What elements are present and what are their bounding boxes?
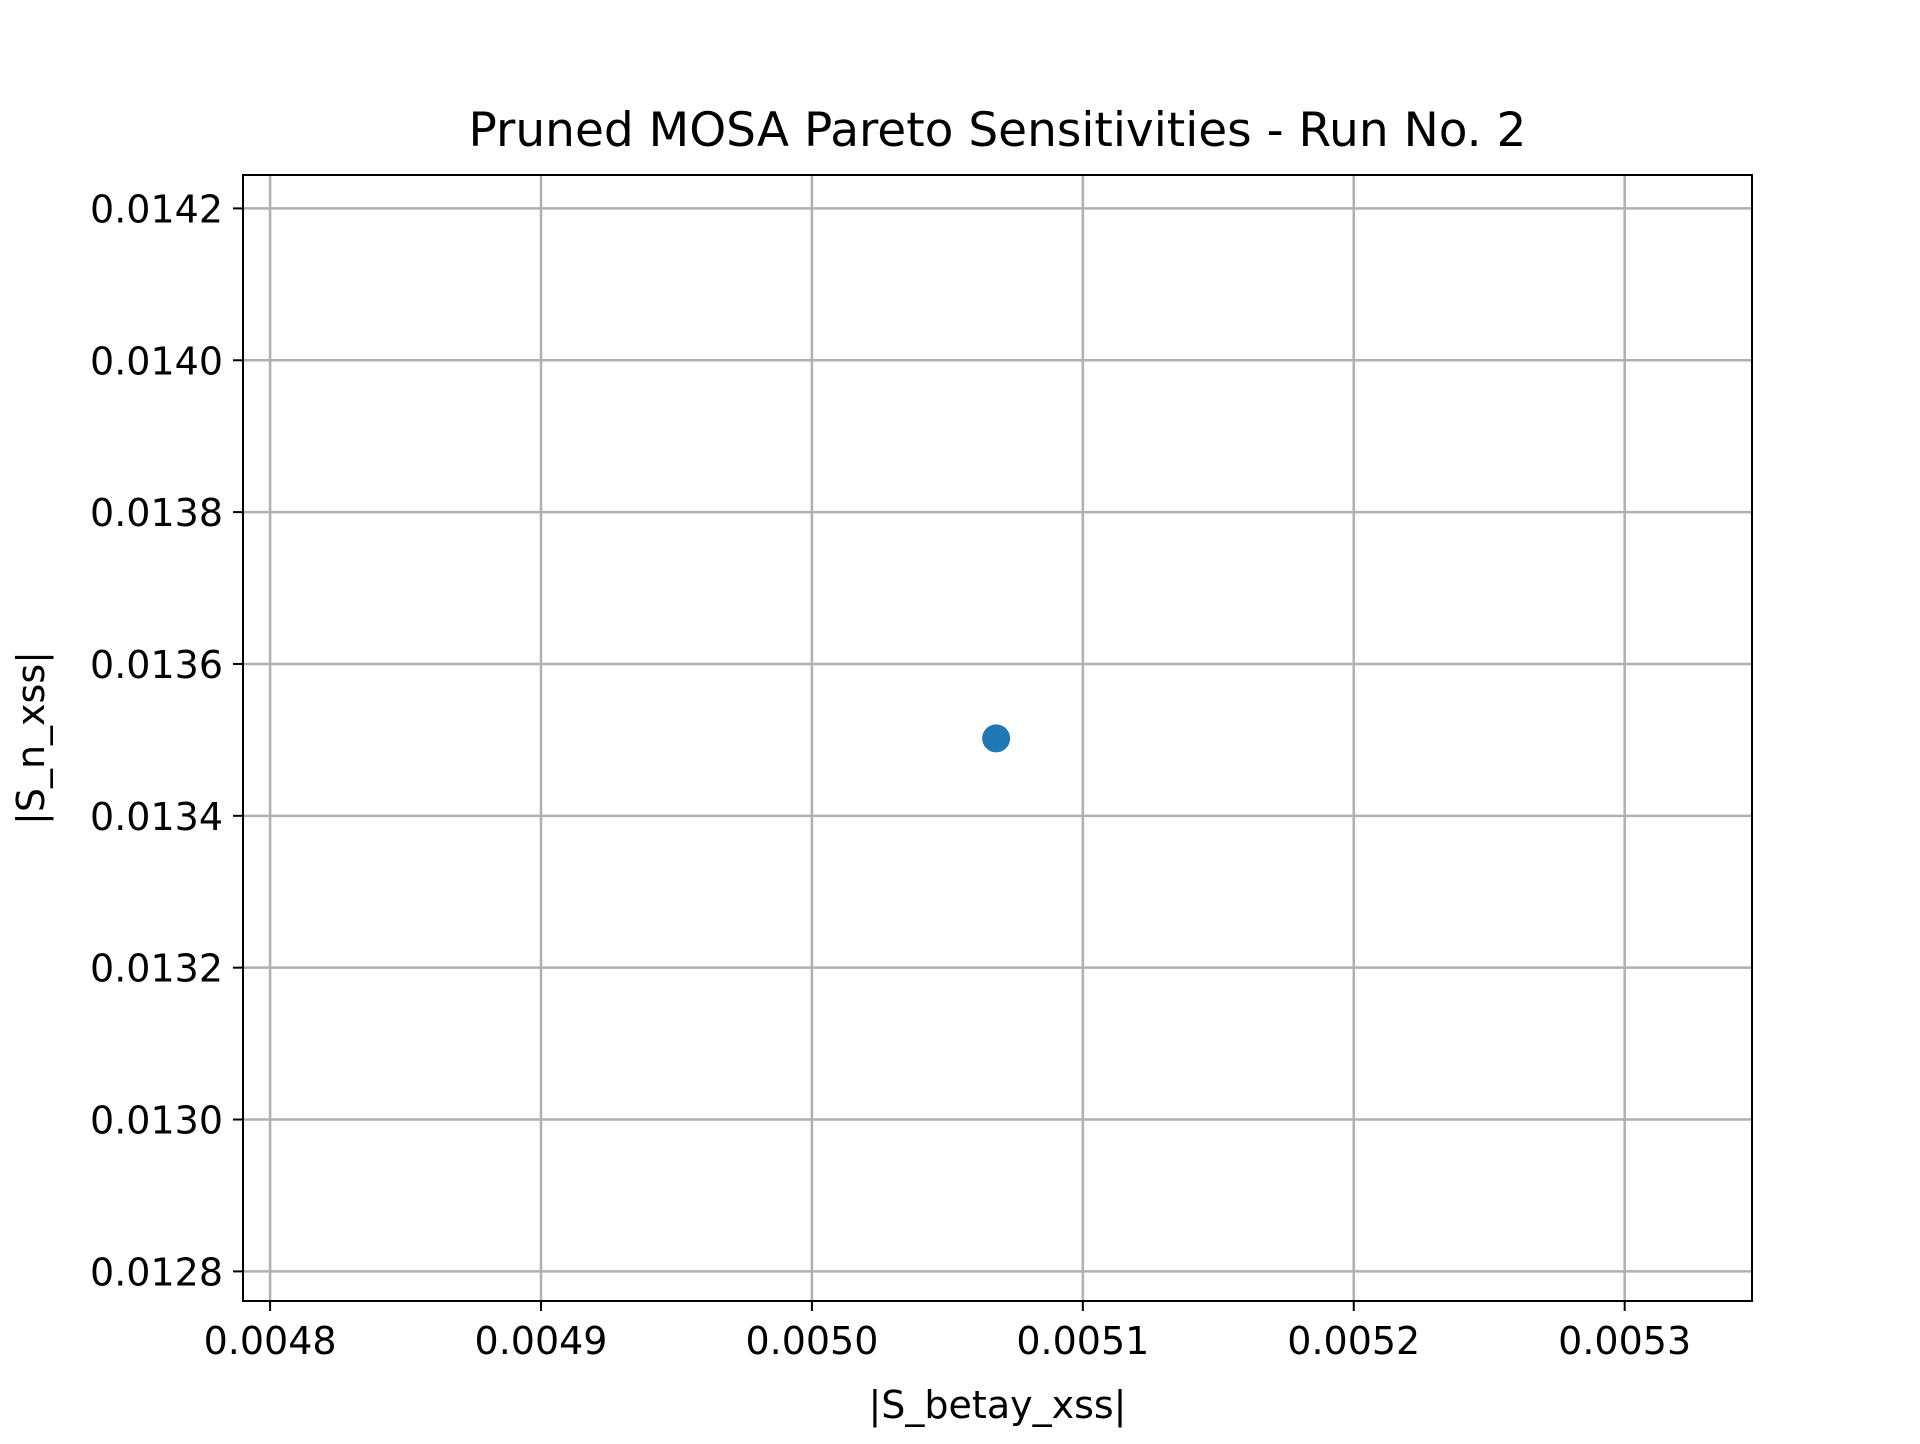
y-tick-label: 0.0142 [90,187,223,231]
data-points [982,724,1011,753]
grid-lines [243,175,1752,1301]
y-tick-label: 0.0130 [90,1099,223,1143]
x-tick-label: 0.0052 [1287,1319,1420,1363]
y-tick-label: 0.0132 [90,947,223,991]
y-tick-label: 0.0128 [90,1250,223,1294]
y-tick-label: 0.0134 [90,795,223,839]
plot-area-frame [242,174,1753,1302]
scatter-point [982,724,1011,753]
x-tick-label: 0.0053 [1558,1319,1691,1363]
y-tick-label: 0.0136 [90,643,223,687]
x-tick-label: 0.0049 [475,1319,608,1363]
axis-ticks: 0.0048 0.0049 0.0050 0.0051 0.0052 0.0053 0.01… [90,187,1691,1363]
chart-title: Pruned MOSA Pareto Sensitivities - Run N… [469,103,1527,158]
x-axis-label: |S_betay_xss| [869,1383,1127,1428]
y-tick-label: 0.0140 [90,339,223,383]
y-tick-label: 0.0138 [90,491,223,535]
x-tick-label: 0.0048 [204,1319,337,1363]
y-axis-label: |S_n_xss| [9,651,54,825]
x-tick-label: 0.0051 [1016,1319,1149,1363]
x-tick-label: 0.0050 [745,1319,878,1363]
